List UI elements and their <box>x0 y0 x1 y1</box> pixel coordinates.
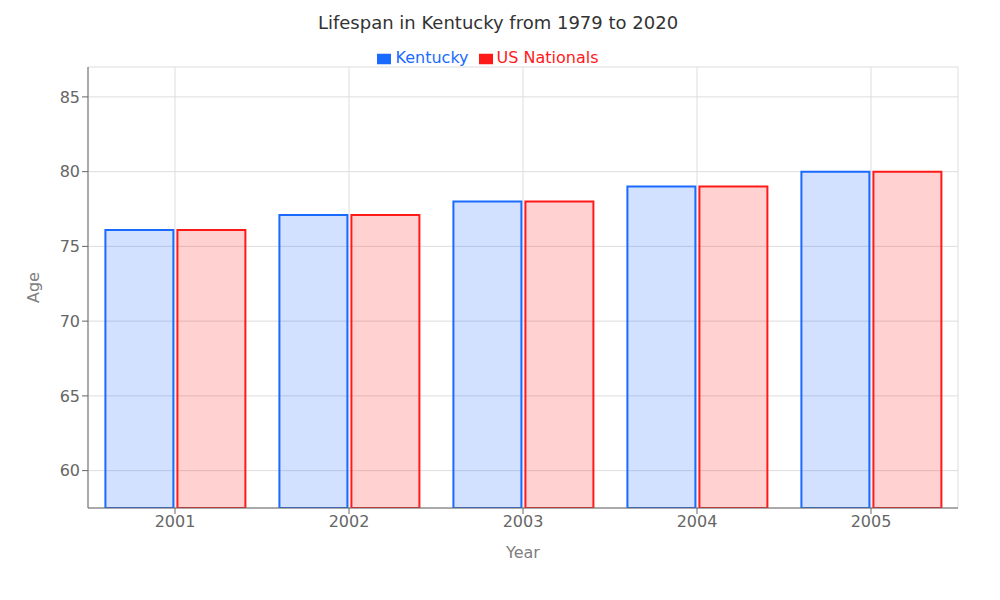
svg-text:70: 70 <box>60 312 80 331</box>
svg-text:2002: 2002 <box>329 512 370 531</box>
svg-text:2003: 2003 <box>503 512 544 531</box>
svg-text:2005: 2005 <box>851 512 892 531</box>
svg-text:Year: Year <box>505 543 540 562</box>
svg-text:2001: 2001 <box>155 512 196 531</box>
svg-text:60: 60 <box>60 461 80 480</box>
svg-text:2004: 2004 <box>677 512 718 531</box>
svg-text:65: 65 <box>60 387 80 406</box>
svg-text:85: 85 <box>60 88 80 107</box>
html-text:Kentucky: Kentucky <box>395 48 469 67</box>
svg-text:Age: Age <box>24 272 43 303</box>
svg-text:75: 75 <box>60 237 80 256</box>
html-text:Lifespan in Kentucky from 1979: Lifespan in Kentucky from 1979 to 2020 <box>317 12 679 33</box>
html-text:US Nationals: US Nationals <box>496 48 599 67</box>
svg-text:80: 80 <box>60 162 80 181</box>
